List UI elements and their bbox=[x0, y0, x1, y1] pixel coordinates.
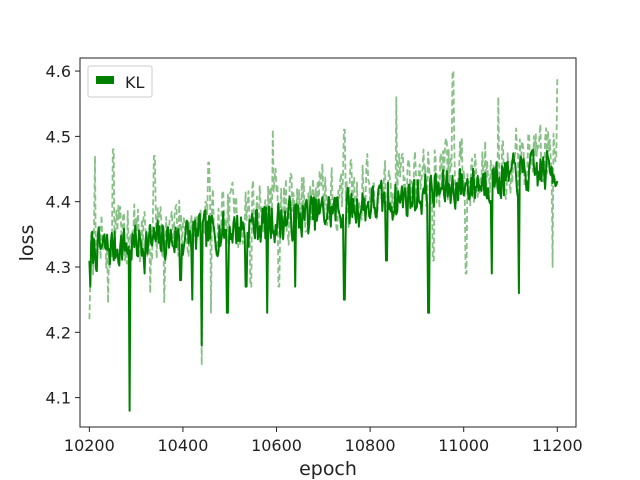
legend-box bbox=[87, 65, 153, 98]
y-axis: 4.1 4.2 4.3 4.4 4.5 4.6 bbox=[46, 62, 80, 408]
y-tick-label: 4.1 bbox=[46, 389, 71, 408]
x-tick-label: 11000 bbox=[438, 436, 489, 455]
x-tick-label: 10200 bbox=[64, 436, 115, 455]
plot-frame bbox=[79, 57, 577, 428]
series-line-kl bbox=[88, 148, 559, 412]
y-tick-label: 4.2 bbox=[46, 323, 71, 342]
x-tick-label: 10600 bbox=[251, 436, 302, 455]
y-tick-label: 4.5 bbox=[46, 127, 71, 146]
legend-swatch-kl bbox=[96, 76, 114, 84]
y-axis-label: loss bbox=[16, 225, 38, 262]
x-axis: 10200 10400 10600 10800 11000 11200 bbox=[64, 427, 583, 455]
y-tick-label: 4.6 bbox=[46, 62, 71, 81]
y-tick-label: 4.4 bbox=[46, 193, 71, 212]
x-tick-label: 11200 bbox=[532, 436, 583, 455]
x-tick-label: 10400 bbox=[157, 436, 208, 455]
y-tick-label: 4.3 bbox=[46, 258, 71, 277]
legend-label-kl: KL bbox=[125, 73, 144, 92]
x-tick-label: 10800 bbox=[345, 436, 396, 455]
series-layer bbox=[88, 70, 559, 412]
x-axis-label: epoch bbox=[299, 458, 357, 480]
legend: KL bbox=[87, 65, 153, 98]
